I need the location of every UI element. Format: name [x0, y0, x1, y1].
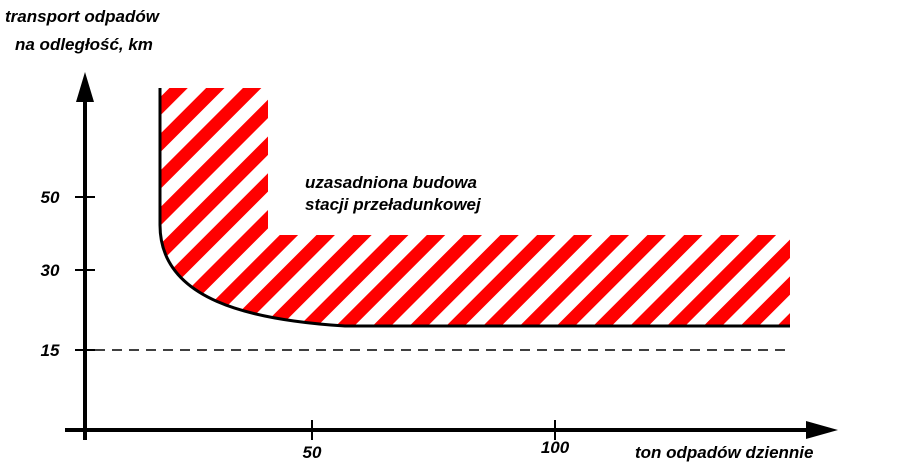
- x-axis-arrow: [806, 421, 838, 439]
- x-tick-label: 50: [303, 443, 322, 462]
- boundary-curve: [158, 88, 790, 328]
- annotation: uzasadniona budowa: [305, 173, 477, 192]
- y-tick-label: 30: [41, 261, 60, 280]
- y-tick-label: 15: [41, 341, 60, 360]
- hatched-region: [160, 88, 790, 326]
- annotation: stacji przeładunkowej: [305, 195, 482, 214]
- x-axis-title: ton odpadów dziennie: [635, 443, 813, 462]
- x-tick-label: 100: [541, 438, 570, 457]
- y-axis-title: na odległość, km: [15, 35, 153, 54]
- y-tick-label: 50: [41, 188, 60, 207]
- y-axis-title: transport odpadów: [5, 7, 161, 26]
- y-axis-arrow: [76, 72, 94, 102]
